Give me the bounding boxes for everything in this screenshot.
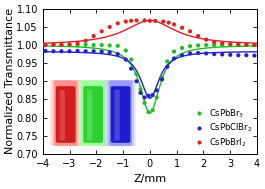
Point [108, 44, 112, 47]
Point [134, 73, 139, 76]
Point [51, 43, 56, 46]
Point [196, 52, 200, 55]
Point [204, 38, 208, 41]
Point [59, 43, 64, 46]
Point [142, 19, 147, 22]
Point [124, 20, 128, 23]
Point [244, 43, 249, 46]
Point [188, 52, 192, 55]
Point [172, 23, 176, 26]
Point [165, 65, 169, 68]
Point [252, 43, 257, 46]
Point [83, 39, 88, 42]
Point [220, 43, 224, 46]
Point [160, 76, 164, 79]
Point [244, 54, 249, 57]
Point [153, 19, 157, 22]
Point [134, 80, 139, 83]
X-axis label: Z/mm: Z/mm [133, 174, 166, 184]
Point [252, 43, 257, 46]
Point [252, 54, 257, 57]
Point [154, 89, 159, 92]
Point [154, 96, 159, 99]
Point [124, 58, 128, 61]
Point [220, 53, 224, 56]
Point [166, 21, 171, 24]
Point [116, 44, 120, 47]
Point [76, 49, 80, 52]
Point [43, 49, 47, 52]
Point [108, 26, 112, 29]
Point [147, 111, 151, 114]
Legend: CsPbBr$_3$, CsPbClBr$_2$, CsPbBrI$_2$: CsPbBr$_3$, CsPbClBr$_2$, CsPbBrI$_2$ [190, 106, 253, 149]
Point [129, 67, 133, 70]
Point [180, 46, 184, 50]
Point [91, 35, 96, 38]
Point [236, 43, 240, 46]
Point [151, 94, 155, 97]
Point [142, 101, 147, 105]
Point [188, 30, 192, 33]
Point [138, 91, 143, 94]
Point [228, 43, 232, 46]
Point [59, 50, 64, 53]
Point [76, 42, 80, 45]
Point [236, 43, 240, 46]
Point [196, 35, 200, 38]
Point [172, 50, 176, 53]
Point [161, 20, 165, 23]
Point [180, 26, 184, 29]
Point [220, 42, 224, 45]
Point [172, 57, 176, 60]
Point [188, 45, 192, 48]
Point [83, 50, 88, 53]
Point [204, 43, 208, 46]
Point [100, 50, 104, 53]
Point [43, 43, 47, 46]
Point [43, 43, 47, 46]
Point [228, 43, 232, 46]
Point [244, 43, 249, 46]
Point [116, 22, 120, 25]
Point [228, 53, 232, 56]
Point [67, 43, 72, 46]
Point [148, 19, 152, 22]
Point [134, 19, 139, 22]
Y-axis label: Normalized Transmittance: Normalized Transmittance [5, 8, 15, 154]
Point [67, 43, 72, 46]
Point [51, 50, 56, 53]
Point [196, 44, 200, 47]
Point [116, 53, 120, 56]
Point [76, 43, 80, 46]
Point [180, 54, 184, 57]
Point [151, 109, 155, 112]
Point [129, 19, 133, 22]
Point [124, 49, 128, 52]
Point [165, 60, 169, 63]
Point [100, 43, 104, 46]
Point [59, 43, 64, 46]
Point [138, 88, 143, 91]
Point [67, 50, 72, 53]
Point [142, 96, 147, 99]
Point [91, 50, 96, 53]
Point [91, 43, 96, 46]
Point [51, 43, 56, 46]
Point [212, 53, 216, 56]
Point [236, 54, 240, 57]
Point [100, 30, 104, 33]
Point [129, 58, 133, 61]
Point [83, 43, 88, 46]
Point [160, 78, 164, 81]
Point [108, 51, 112, 54]
Point [204, 52, 208, 55]
Point [212, 43, 216, 46]
Point [147, 94, 151, 97]
Point [212, 41, 216, 44]
